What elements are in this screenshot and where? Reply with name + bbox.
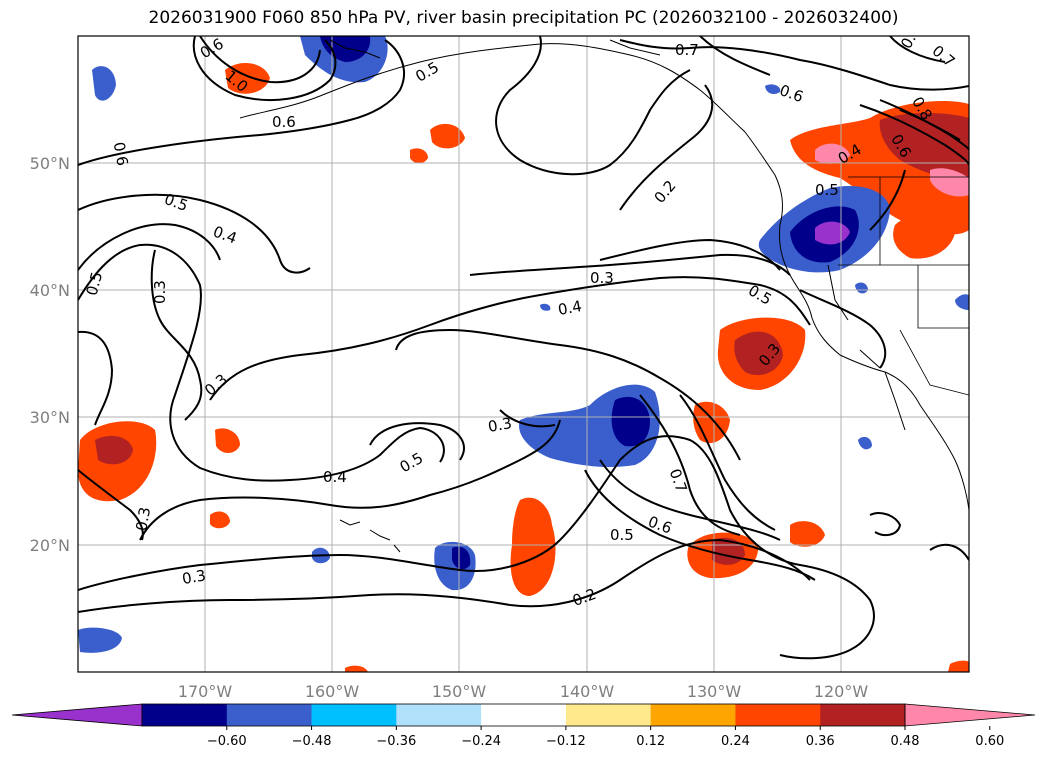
- gridlines: [78, 36, 969, 672]
- precip-blob-central-18n: [434, 541, 476, 591]
- contour-label: 0.3: [151, 280, 169, 304]
- colorbar-segment: [226, 704, 313, 726]
- contour-label: 0.6: [646, 512, 675, 537]
- colorbar-tick-label: −0.48: [292, 734, 332, 749]
- lon-tick-label: 150°W: [432, 682, 487, 701]
- contour-label: 0.4: [323, 468, 347, 486]
- colorbar-tick-label: 0.48: [891, 734, 920, 749]
- precip-blob-orange: [948, 660, 969, 672]
- contour-label: 0.7: [675, 41, 699, 59]
- contour-label: 0.7: [666, 466, 691, 495]
- map-plot-area: 0.6 1.0 0.5 0.6 0.7 0.6 0.8 0.7 0.6 0.5 …: [78, 22, 969, 672]
- contour-label: 0.6: [777, 81, 806, 106]
- colorbar-segment: [650, 704, 736, 726]
- precip-blob-north-150w: [300, 36, 388, 83]
- colorbar-segment: [820, 704, 906, 726]
- colorbar-tick-label: 0.12: [636, 734, 665, 749]
- colorbar-extend-low: [11, 703, 143, 727]
- colorbar-tick-label: 0.24: [721, 734, 750, 749]
- precip-blob-west-30n: [78, 421, 157, 502]
- contour-label: 0.3: [590, 269, 614, 287]
- map-title: 2026031900 F060 850 hPa PV, river basin …: [148, 8, 899, 28]
- contour-label: 0.6: [110, 141, 132, 168]
- precip-blob-northeast: [790, 100, 969, 259]
- precip-blob-orange: [215, 428, 240, 454]
- lon-axis-labels: 170°W 160°W 150°W 140°W 130°W 120°W: [178, 682, 869, 701]
- precip-blob-blue: [855, 282, 868, 294]
- precip-blob-blue: [92, 66, 116, 101]
- lon-tick-label: 130°W: [687, 682, 742, 701]
- colorbar-tick-label: 0.60: [975, 734, 1004, 749]
- precip-blob-blue: [858, 436, 872, 450]
- contour-label: 0.3: [181, 566, 208, 588]
- contour-label: 0.2: [570, 585, 599, 610]
- contour-label: 0.5: [745, 281, 775, 309]
- colorbar-tick-label: −0.24: [461, 734, 501, 749]
- precip-blob-east-35n: [717, 317, 806, 390]
- colorbar-tick-label: 0.36: [806, 734, 835, 749]
- precip-blob-orange: [510, 497, 556, 596]
- lat-tick-label: 20°N: [30, 536, 70, 555]
- state-borders: [838, 176, 969, 396]
- lon-tick-label: 140°W: [560, 682, 615, 701]
- colorbar-frame: [141, 703, 906, 727]
- precip-blob-orange: [345, 665, 368, 672]
- lat-tick-label: 50°N: [30, 154, 70, 173]
- contour-label: 0.3: [201, 370, 231, 399]
- colorbar-extend-high: [904, 703, 1036, 727]
- contour-label: 0.3: [487, 414, 514, 436]
- coastlines: [239, 39, 969, 553]
- pv-contours: [78, 36, 969, 660]
- contour-label: 0.3: [132, 506, 154, 533]
- precip-blob-blue: [78, 627, 122, 653]
- precip-blob-central-30n: [519, 384, 660, 468]
- colorbar-segment: [481, 704, 567, 726]
- plot-frame: [77, 35, 970, 673]
- lat-axis-labels: 50°N 40°N 30°N 20°N: [30, 154, 70, 555]
- contour-label: 0.5: [162, 190, 191, 215]
- lat-tick-label: 30°N: [30, 408, 70, 427]
- lon-tick-label: 160°W: [305, 682, 360, 701]
- contour-label: 0.4: [211, 222, 240, 247]
- precip-blob-orange: [410, 148, 428, 164]
- contour-label: 0.5: [83, 270, 107, 298]
- contour-label: 0.2: [651, 177, 680, 207]
- colorbar: −0.60 −0.48 −0.36 −0.24 −0.12 0.12 0.24 0.36 0.4…: [11, 703, 1036, 749]
- contour-label: 0.4: [557, 297, 584, 319]
- precip-shading: [78, 36, 969, 672]
- contour-label: 0.8: [897, 22, 925, 52]
- contour-label: 0.5: [610, 526, 634, 544]
- colorbar-tick-label: −0.12: [546, 734, 586, 749]
- colorbar-tick-label: −0.60: [207, 734, 247, 749]
- contour-label: 0.5: [815, 181, 839, 199]
- precip-blob-blue: [955, 294, 969, 310]
- colorbar-segment: [311, 704, 397, 726]
- colorbar-segment: [565, 704, 652, 726]
- precip-blob-west-coast-45n: [758, 186, 890, 273]
- precip-blob-blue: [765, 84, 781, 94]
- precip-blob-orange: [210, 511, 230, 529]
- colorbar-segment: [396, 704, 482, 726]
- contour-label: 0.6: [272, 113, 296, 131]
- lon-tick-label: 170°W: [178, 682, 233, 701]
- precip-blob-orange: [790, 521, 825, 547]
- lat-tick-label: 40°N: [30, 281, 70, 300]
- precip-blob-blue: [540, 303, 551, 311]
- lon-tick-label: 120°W: [814, 682, 869, 701]
- contour-label: 0.5: [397, 449, 427, 477]
- contour-label: 0.7: [929, 42, 959, 71]
- colorbar-segment: [142, 704, 228, 726]
- precip-blob-orange: [430, 123, 465, 149]
- contour-label: 0.5: [412, 58, 442, 86]
- colorbar-segment: [735, 704, 821, 726]
- colorbar-tick-label: −0.36: [376, 734, 416, 749]
